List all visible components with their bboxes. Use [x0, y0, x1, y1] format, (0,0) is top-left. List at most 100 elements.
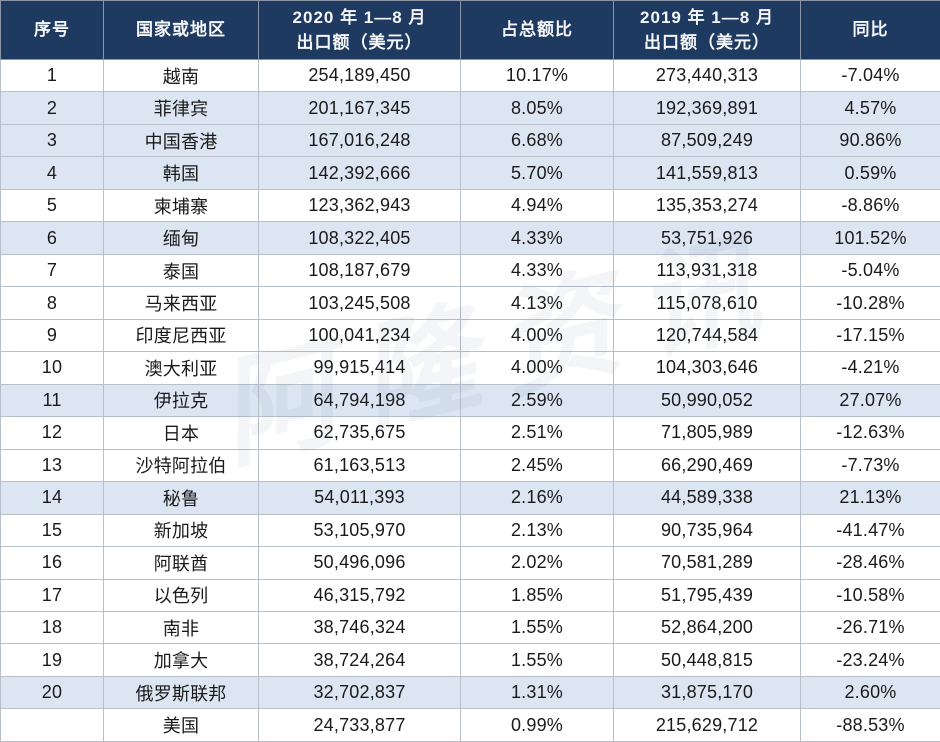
cell-export2020: 32,702,837 — [258, 675, 461, 710]
cell-share: 2.59% — [460, 383, 614, 418]
cell-share: 8.05% — [460, 91, 614, 125]
cell-share: 2.02% — [460, 546, 614, 580]
cell-export2019: 66,290,469 — [613, 448, 801, 483]
cell-yoy: -17.15% — [800, 318, 940, 353]
cell-yoy: 101.52% — [800, 221, 940, 255]
cell-share: 4.33% — [460, 221, 614, 255]
cell-rank: 19 — [0, 643, 104, 677]
cell-export2020: 99,915,414 — [258, 351, 461, 385]
table-row: 20 俄罗斯联邦 32,702,837 1.31% 31,875,170 2.60% — [0, 675, 940, 710]
cell-export2019: 215,629,712 — [613, 708, 801, 742]
cell-rank: 2 — [0, 91, 104, 125]
cell-export2019: 141,559,813 — [613, 156, 801, 190]
cell-country: 印度尼西亚 — [103, 318, 259, 353]
cell-country: 新加坡 — [103, 513, 259, 548]
cell-country: 伊拉克 — [103, 383, 259, 418]
col-header-share: 占总额比 — [460, 0, 614, 60]
cell-export2019: 273,440,313 — [613, 58, 801, 93]
cell-export2019: 87,509,249 — [613, 123, 801, 158]
cell-share: 0.99% — [460, 708, 614, 742]
table-row: 15 新加坡 53,105,970 2.13% 90,735,964 -41.47% — [0, 513, 940, 548]
cell-yoy: -7.73% — [800, 448, 940, 483]
cell-share: 6.68% — [460, 123, 614, 158]
cell-export2019: 71,805,989 — [613, 416, 801, 450]
table-row: 5 柬埔寨 123,362,943 4.94% 135,353,274 -8.86% — [0, 188, 940, 223]
cell-export2019: 192,369,891 — [613, 91, 801, 125]
cell-rank: 4 — [0, 156, 104, 190]
cell-export2020: 254,189,450 — [258, 58, 461, 93]
cell-export2020: 54,011,393 — [258, 481, 461, 515]
cell-yoy: 4.57% — [800, 91, 940, 125]
cell-share: 4.00% — [460, 318, 614, 353]
cell-export2020: 50,496,096 — [258, 546, 461, 580]
cell-country: 韩国 — [103, 156, 259, 190]
cell-export2019: 51,795,439 — [613, 578, 801, 612]
cell-yoy: -88.53% — [800, 708, 940, 742]
cell-rank: 9 — [0, 318, 104, 353]
cell-yoy: 2.60% — [800, 675, 940, 710]
cell-yoy: -10.28% — [800, 286, 940, 320]
cell-export2020: 53,105,970 — [258, 513, 461, 548]
cell-share: 4.94% — [460, 188, 614, 223]
cell-rank: 15 — [0, 513, 104, 548]
cell-export2020: 46,315,792 — [258, 578, 461, 612]
cell-country: 中国香港 — [103, 123, 259, 158]
cell-country: 越南 — [103, 58, 259, 93]
cell-rank: 5 — [0, 188, 104, 223]
cell-export2020: 108,322,405 — [258, 221, 461, 255]
cell-country: 沙特阿拉伯 — [103, 448, 259, 483]
cell-rank: 12 — [0, 416, 104, 450]
table-row: 17 以色列 46,315,792 1.85% 51,795,439 -10.58% — [0, 578, 940, 612]
col-header-yoy: 同比 — [800, 0, 940, 60]
cell-yoy: 0.59% — [800, 156, 940, 190]
cell-export2020: 38,724,264 — [258, 643, 461, 677]
cell-share: 2.45% — [460, 448, 614, 483]
cell-export2019: 90,735,964 — [613, 513, 801, 548]
header-row: 序号 国家或地区 2020 年 1—8 月 出口额（美元） 占总额比 2019 … — [0, 0, 940, 60]
cell-country: 美国 — [103, 708, 259, 742]
cell-rank — [0, 708, 104, 742]
cell-country: 加拿大 — [103, 643, 259, 677]
cell-rank: 14 — [0, 481, 104, 515]
cell-share: 10.17% — [460, 58, 614, 93]
cell-country: 俄罗斯联邦 — [103, 675, 259, 710]
cell-share: 4.13% — [460, 286, 614, 320]
col-header-export-2019: 2019 年 1—8 月 出口额（美元） — [613, 0, 801, 60]
cell-rank: 13 — [0, 448, 104, 483]
table-row: 19 加拿大 38,724,264 1.55% 50,448,815 -23.24% — [0, 643, 940, 677]
cell-share: 2.13% — [460, 513, 614, 548]
table-row: 18 南非 38,746,324 1.55% 52,864,200 -26.71% — [0, 610, 940, 645]
cell-rank: 3 — [0, 123, 104, 158]
table-row: 2 菲律宾 201,167,345 8.05% 192,369,891 4.57% — [0, 91, 940, 125]
cell-country: 缅甸 — [103, 221, 259, 255]
cell-country: 阿联酋 — [103, 546, 259, 580]
cell-share: 1.55% — [460, 643, 614, 677]
cell-yoy: -12.63% — [800, 416, 940, 450]
cell-yoy: -7.04% — [800, 58, 940, 93]
cell-yoy: -5.04% — [800, 253, 940, 288]
cell-export2019: 120,744,584 — [613, 318, 801, 353]
table-row: 8 马来西亚 103,245,508 4.13% 115,078,610 -10.28% — [0, 286, 940, 320]
cell-rank: 10 — [0, 351, 104, 385]
cell-export2019: 115,078,610 — [613, 286, 801, 320]
cell-rank: 11 — [0, 383, 104, 418]
cell-share: 1.55% — [460, 610, 614, 645]
cell-export2020: 123,362,943 — [258, 188, 461, 223]
table-row: 1 越南 254,189,450 10.17% 273,440,313 -7.04% — [0, 58, 940, 93]
cell-share: 2.51% — [460, 416, 614, 450]
cell-rank: 20 — [0, 675, 104, 710]
cell-country: 柬埔寨 — [103, 188, 259, 223]
table-row: 3 中国香港 167,016,248 6.68% 87,509,249 90.86% — [0, 123, 940, 158]
cell-export2020: 64,794,198 — [258, 383, 461, 418]
table-body: 1 越南 254,189,450 10.17% 273,440,313 -7.04% 2 菲律… — [0, 58, 940, 742]
cell-export2020: 103,245,508 — [258, 286, 461, 320]
cell-yoy: -10.58% — [800, 578, 940, 612]
cell-export2020: 100,041,234 — [258, 318, 461, 353]
cell-yoy: -26.71% — [800, 610, 940, 645]
cell-export2019: 53,751,926 — [613, 221, 801, 255]
cell-export2020: 24,733,877 — [258, 708, 461, 742]
table-row: 13 沙特阿拉伯 61,163,513 2.45% 66,290,469 -7.73% — [0, 448, 940, 483]
cell-export2019: 135,353,274 — [613, 188, 801, 223]
col-header-rank: 序号 — [0, 0, 104, 60]
cell-country: 南非 — [103, 610, 259, 645]
